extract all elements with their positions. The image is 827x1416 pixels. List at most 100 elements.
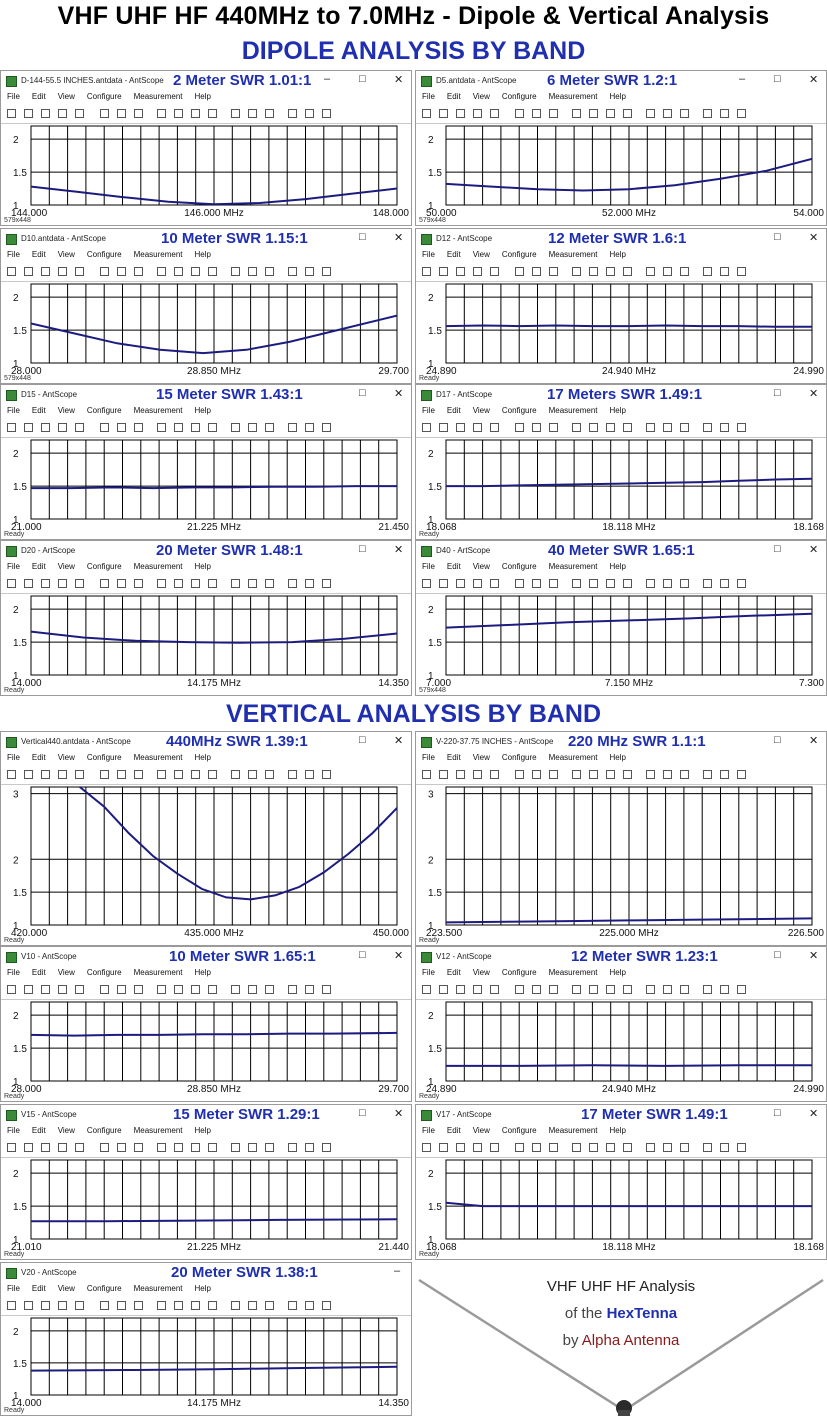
screen-icon[interactable]	[75, 985, 84, 994]
infinity-icon[interactable]	[703, 109, 712, 118]
signal-icon[interactable]	[606, 423, 615, 432]
open-icon[interactable]	[24, 985, 33, 994]
maximize-icon[interactable]: □	[774, 543, 781, 555]
fg-icon[interactable]	[265, 267, 274, 276]
infinity-icon[interactable]	[703, 1143, 712, 1152]
chip-icon[interactable]	[58, 985, 67, 994]
menu-item-file[interactable]: File	[7, 753, 20, 762]
paste-icon[interactable]	[134, 1301, 143, 1310]
chip-icon[interactable]	[473, 109, 482, 118]
window-titlebar[interactable]: D20 - ArtScope 20 Meter SWR 1.48:1 □ ✕	[1, 541, 411, 561]
list-icon[interactable]	[305, 770, 314, 779]
cut-icon[interactable]	[515, 985, 524, 994]
menu-item-edit[interactable]: Edit	[446, 92, 461, 101]
menu-item-measurement[interactable]: Measurement	[133, 1126, 183, 1135]
window-titlebar[interactable]: D40 - ArtScope 40 Meter SWR 1.65:1 □ ✕	[416, 541, 826, 561]
copy-icon[interactable]	[117, 267, 126, 276]
infinity-icon[interactable]	[703, 267, 712, 276]
save-icon[interactable]	[41, 267, 50, 276]
menu-item-configure[interactable]: Configure	[86, 92, 122, 101]
menu-item-help[interactable]: Help	[609, 753, 626, 762]
infinity-icon[interactable]	[288, 423, 297, 432]
window-titlebar[interactable]: V12 - AntScope 12 Meter SWR 1.23:1 □ ✕	[416, 947, 826, 967]
menu-item-help[interactable]: Help	[609, 406, 626, 415]
chart-icon[interactable]	[589, 109, 598, 118]
menu-item-view[interactable]: View	[472, 250, 490, 259]
fg-icon[interactable]	[265, 109, 274, 118]
paste-icon[interactable]	[134, 267, 143, 276]
new-icon[interactable]	[7, 770, 16, 779]
close-icon[interactable]: ✕	[809, 950, 819, 962]
open-icon[interactable]	[24, 1301, 33, 1310]
open-icon[interactable]	[24, 109, 33, 118]
list-icon[interactable]	[305, 109, 314, 118]
menu-item-file[interactable]: File	[7, 92, 20, 101]
menu-item-configure[interactable]: Configure	[501, 562, 537, 571]
fg-icon[interactable]	[680, 267, 689, 276]
paste-icon[interactable]	[549, 579, 558, 588]
infinity-icon[interactable]	[288, 109, 297, 118]
infinity-icon[interactable]	[703, 770, 712, 779]
signal-icon[interactable]	[606, 579, 615, 588]
menu-item-edit[interactable]: Edit	[31, 406, 46, 415]
new-icon[interactable]	[422, 267, 431, 276]
chart-icon[interactable]	[589, 985, 598, 994]
print-icon[interactable]	[157, 423, 166, 432]
chip-icon[interactable]	[473, 1143, 482, 1152]
save-icon[interactable]	[456, 770, 465, 779]
cut-icon[interactable]	[515, 423, 524, 432]
minimize-icon[interactable]: –	[739, 73, 746, 85]
print-icon[interactable]	[572, 267, 581, 276]
screen-icon[interactable]	[75, 109, 84, 118]
menu-item-file[interactable]: File	[422, 406, 435, 415]
new-icon[interactable]	[7, 1301, 16, 1310]
antenna-icon[interactable]	[248, 1301, 257, 1310]
menu-item-edit[interactable]: Edit	[31, 1126, 46, 1135]
fg-icon[interactable]	[265, 1301, 274, 1310]
print-icon[interactable]	[572, 109, 581, 118]
save-icon[interactable]	[41, 1143, 50, 1152]
chip-icon[interactable]	[58, 1143, 67, 1152]
chip-icon[interactable]	[58, 770, 67, 779]
maximize-icon[interactable]: □	[359, 543, 366, 555]
menu-item-file[interactable]: File	[422, 1126, 435, 1135]
123-icon[interactable]	[231, 770, 240, 779]
close-icon[interactable]: ✕	[394, 544, 404, 556]
cut-icon[interactable]	[515, 109, 524, 118]
antenna-icon[interactable]	[663, 579, 672, 588]
save-icon[interactable]	[456, 109, 465, 118]
123-icon[interactable]	[231, 1301, 240, 1310]
cut-icon[interactable]	[515, 1143, 524, 1152]
123-icon[interactable]	[646, 109, 655, 118]
copy-icon[interactable]	[532, 1143, 541, 1152]
fg-icon[interactable]	[265, 1143, 274, 1152]
cut-icon[interactable]	[100, 267, 109, 276]
list-icon[interactable]	[720, 109, 729, 118]
fg-icon[interactable]	[680, 770, 689, 779]
fg-icon[interactable]	[680, 109, 689, 118]
menu-item-measurement[interactable]: Measurement	[133, 1284, 183, 1293]
menu-item-view[interactable]: View	[472, 92, 490, 101]
chip-icon[interactable]	[473, 579, 482, 588]
maximize-icon[interactable]: □	[774, 73, 781, 85]
print-icon[interactable]	[157, 579, 166, 588]
list-icon[interactable]	[305, 1301, 314, 1310]
123-icon[interactable]	[646, 985, 655, 994]
paste-icon[interactable]	[549, 770, 558, 779]
paste-icon[interactable]	[134, 109, 143, 118]
print-icon[interactable]	[157, 985, 166, 994]
close-icon[interactable]: ✕	[809, 544, 819, 556]
refresh-icon[interactable]	[208, 579, 217, 588]
menu-item-file[interactable]: File	[422, 968, 435, 977]
open-icon[interactable]	[439, 423, 448, 432]
refresh-icon[interactable]	[208, 770, 217, 779]
menu-item-view[interactable]: View	[57, 968, 75, 977]
menu-item-file[interactable]: File	[7, 406, 20, 415]
fg-icon[interactable]	[680, 1143, 689, 1152]
window-titlebar[interactable]: D-144-55.5 INCHES.antdata - AntScope 2 Me…	[1, 71, 411, 91]
cut-icon[interactable]	[515, 267, 524, 276]
save-icon[interactable]	[456, 267, 465, 276]
chart-icon[interactable]	[589, 579, 598, 588]
menu-item-help[interactable]: Help	[609, 250, 626, 259]
save-icon[interactable]	[41, 985, 50, 994]
